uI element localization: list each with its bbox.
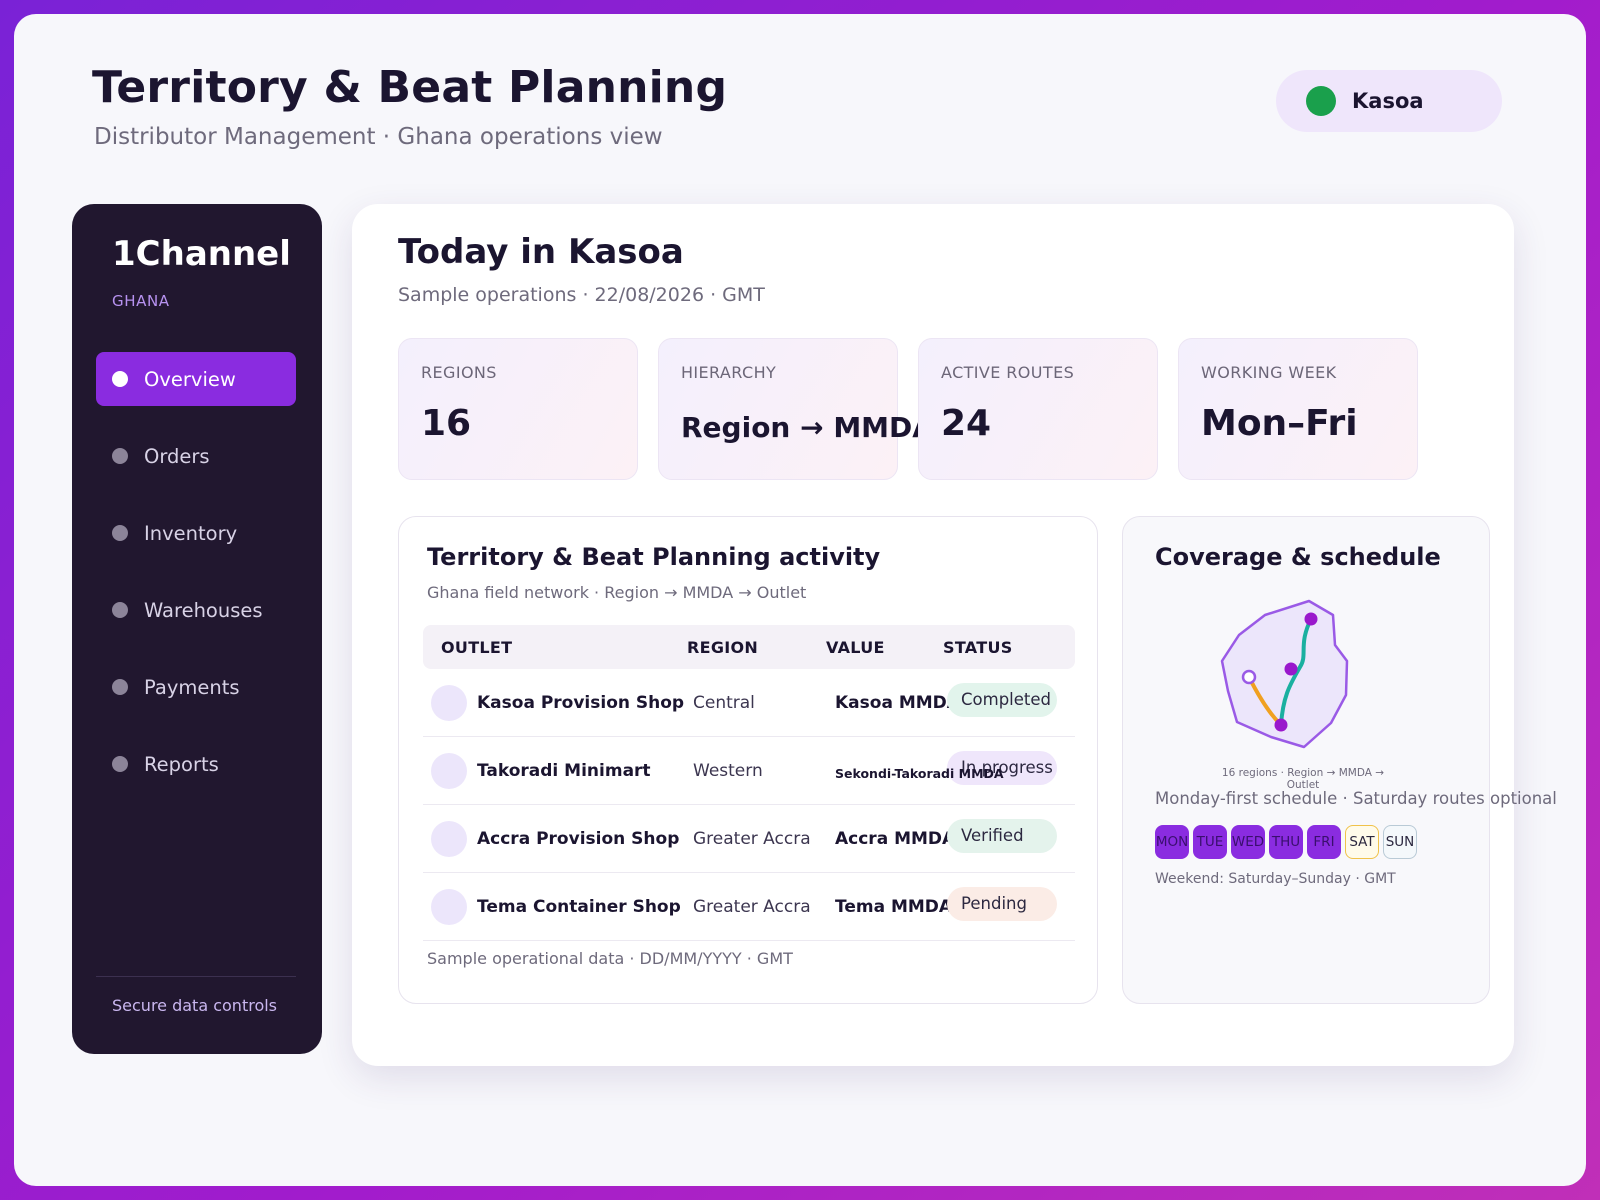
location-selector[interactable]: Kasoa (1276, 70, 1502, 132)
region-cell: Greater Accra (693, 829, 811, 849)
activity-subtitle: Ghana field network · Region → MMDA → Ou… (427, 583, 807, 602)
stat-value: 24 (941, 403, 992, 444)
bullet-icon (112, 525, 128, 541)
map-outline (1220, 599, 1349, 749)
column-header-value[interactable]: VALUE (826, 638, 885, 657)
route-start-icon[interactable] (1241, 669, 1257, 685)
activity-footer: Sample operational data · DD/MM/YYYY · G… (427, 949, 793, 968)
main-panel: Today in Kasoa Sample operations · 22/08… (352, 204, 1557, 1066)
sidebar-item-overview[interactable]: Overview (96, 352, 296, 406)
stat-value: 16 (421, 403, 472, 444)
sidebar-item-label: Orders (144, 444, 210, 468)
weekday-selector: MON TUE WED THU FRI SAT SUN (1155, 825, 1417, 859)
sidebar-item-orders[interactable]: Orders (96, 429, 296, 483)
coverage-panel: Coverage & schedule 16 regions · Region … (1122, 516, 1557, 1004)
day-chip-mon[interactable]: MON (1155, 825, 1189, 859)
stat-card-hierarchy: HIERARCHY Region → MMDA (658, 338, 934, 480)
table-row[interactable]: Accra Provision Shop Greater Accra Accra… (423, 805, 1075, 873)
column-header-status[interactable]: STATUS (943, 638, 1013, 657)
bullet-icon (112, 371, 128, 387)
status-badge: Verified (947, 819, 1057, 853)
main-subtitle: Sample operations · 22/08/2026 · GMT (398, 284, 765, 306)
value-cell: Sekondi-Takoradi MMDA (835, 766, 1004, 781)
outlet-name: Kasoa Provision Shop (477, 693, 685, 713)
outlet-name: Takoradi Minimart (477, 761, 651, 781)
sidebar-nav: Overview Orders Inventory Warehouses Pay… (96, 352, 296, 814)
bullet-icon (112, 602, 128, 618)
stat-value: Region → MMDA (681, 411, 934, 444)
weekend-note: Weekend: Saturday–Sunday · GMT (1155, 871, 1396, 887)
stat-value: Mon–Fri (1201, 403, 1358, 444)
outlet-avatar (431, 685, 467, 721)
brand-country: GHANA (112, 292, 170, 310)
stat-label: WORKING WEEK (1201, 363, 1337, 382)
page-title: Territory & Beat Planning (92, 62, 728, 113)
outlet-name: Tema Container Shop (477, 897, 681, 917)
table-header: OUTLET REGION VALUE STATUS (423, 625, 1075, 669)
sidebar-item-label: Overview (144, 367, 236, 391)
day-chip-sat[interactable]: SAT (1345, 825, 1379, 859)
outlet-name: Accra Provision Shop (477, 829, 680, 849)
map-caption: 16 regions · Region → MMDA → Outlet (1221, 767, 1385, 791)
location-name: Kasoa (1352, 89, 1424, 113)
outlet-avatar (431, 821, 467, 857)
stat-card-working-week: WORKING WEEK Mon–Fri (1178, 338, 1418, 480)
value-cell: Kasoa MMDA (835, 693, 960, 713)
table-row[interactable]: Kasoa Provision Shop Central Kasoa MMDA … (423, 669, 1075, 737)
bullet-icon (112, 679, 128, 695)
main-title: Today in Kasoa (398, 232, 684, 272)
sidebar-item-label: Inventory (144, 521, 238, 545)
sidebar: 1Channel GHANA Overview Orders Inventory… (72, 204, 322, 1054)
table-body: Kasoa Provision Shop Central Kasoa MMDA … (423, 669, 1075, 941)
page-subtitle: Distributor Management · Ghana operation… (94, 124, 663, 150)
brand-name: 1Channel (112, 234, 291, 274)
route-stop-icon[interactable] (1274, 718, 1288, 732)
outlet-avatar (431, 753, 467, 789)
day-chip-wed[interactable]: WED (1231, 825, 1265, 859)
status-badge: In progress (947, 751, 1057, 785)
bullet-icon (112, 756, 128, 772)
sidebar-divider (96, 976, 296, 977)
column-header-outlet[interactable]: OUTLET (441, 638, 513, 657)
day-chip-fri[interactable]: FRI (1307, 825, 1341, 859)
day-chip-sun[interactable]: SUN (1383, 825, 1417, 859)
status-badge: Completed (947, 683, 1057, 717)
bullet-icon (112, 448, 128, 464)
region-cell: Central (693, 693, 755, 713)
sidebar-item-inventory[interactable]: Inventory (96, 506, 296, 560)
route-stop-icon[interactable] (1284, 662, 1298, 676)
sidebar-item-warehouses[interactable]: Warehouses (96, 583, 296, 637)
status-badge: Pending (947, 887, 1057, 921)
column-header-region[interactable]: REGION (687, 638, 759, 657)
region-cell: Western (693, 761, 763, 781)
day-chip-tue[interactable]: TUE (1193, 825, 1227, 859)
value-cell: Accra MMDA (835, 829, 956, 849)
ghana-map-icon (1220, 599, 1349, 749)
route-stop-icon[interactable] (1304, 612, 1318, 626)
value-cell: Tema MMDA (835, 897, 953, 917)
table-row[interactable]: Tema Container Shop Greater Accra Tema M… (423, 873, 1075, 941)
sidebar-item-label: Payments (144, 675, 240, 699)
table-row[interactable]: Takoradi Minimart Western In progress Se… (423, 737, 1075, 805)
stat-card-active-routes: ACTIVE ROUTES 24 (918, 338, 1158, 480)
outlet-avatar (431, 889, 467, 925)
coverage-title: Coverage & schedule (1155, 543, 1441, 571)
sidebar-item-reports[interactable]: Reports (96, 737, 296, 791)
activity-title: Territory & Beat Planning activity (427, 543, 881, 571)
stat-label: HIERARCHY (681, 363, 777, 382)
secure-data-link[interactable]: Secure data controls (112, 996, 278, 1015)
stat-card-regions: REGIONS 16 (398, 338, 638, 480)
sidebar-item-label: Warehouses (144, 598, 263, 622)
stat-label: REGIONS (421, 363, 497, 382)
route-line-teal (1279, 617, 1313, 727)
sidebar-item-label: Reports (144, 752, 219, 776)
activity-panel: Territory & Beat Planning activity Ghana… (398, 516, 1098, 1004)
schedule-description: Monday-first schedule · Saturday routes … (1155, 789, 1557, 808)
region-cell: Greater Accra (693, 897, 811, 917)
app-frame: Territory & Beat Planning Distributor Ma… (14, 14, 1586, 1186)
location-status-icon (1306, 86, 1336, 116)
day-chip-thu[interactable]: THU (1269, 825, 1303, 859)
sidebar-item-payments[interactable]: Payments (96, 660, 296, 714)
stat-label: ACTIVE ROUTES (941, 363, 1075, 382)
